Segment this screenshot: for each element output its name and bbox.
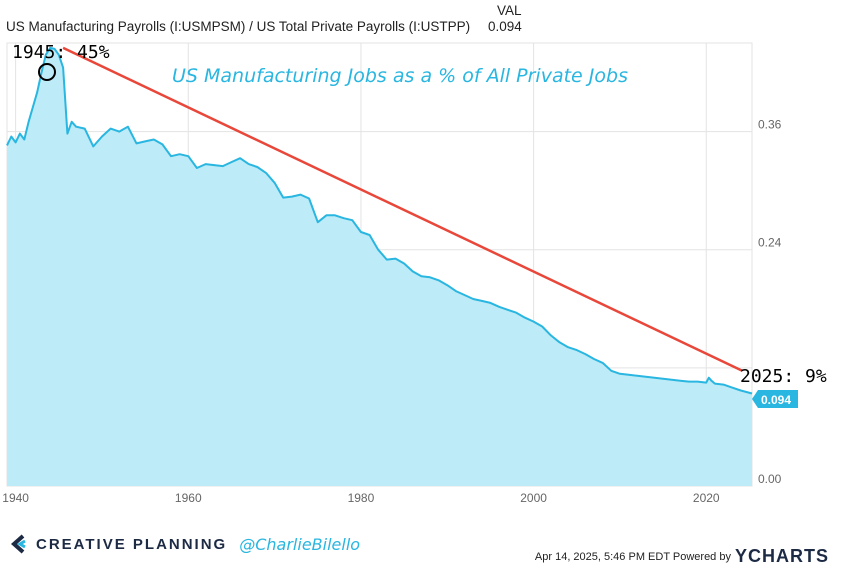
x-tick-label: 2020: [693, 491, 720, 505]
brand-name: CREATIVE PLANNING: [36, 535, 228, 553]
x-axis-ticks: 1940 1960 1980 2000 2020: [2, 491, 720, 505]
x-tick-label: 2000: [520, 491, 547, 505]
chart-plot-area: [6, 46, 753, 487]
ycharts-logo: YCHARTS: [734, 546, 829, 566]
author-handle: @CharlieBilello: [239, 534, 361, 554]
x-tick-label: 1980: [348, 491, 375, 505]
current-value: 0.094: [488, 19, 522, 34]
last-value-badge: 0.094: [752, 390, 798, 408]
chart-title: US Manufacturing Jobs as a % of All Priv…: [172, 65, 628, 87]
y-tick-label: 0.00: [758, 472, 782, 486]
y-tick-label: 0.36: [758, 118, 782, 132]
peak-annotation: 1945: 45%: [12, 42, 110, 63]
series-title: US Manufacturing Payrolls (I:USMPSM) / U…: [6, 19, 471, 34]
trend-line: [62, 46, 744, 372]
series-line: [6, 46, 753, 395]
footer-timestamp: Apr 14, 2025, 5:46 PM EDT Powered by: [534, 550, 731, 563]
x-tick-label: 1960: [175, 491, 202, 505]
y-axis-ticks: 0.00 0.24 0.36: [758, 118, 782, 486]
y-tick-label: 0.24: [758, 236, 782, 250]
footer-source: Apr 14, 2025, 5:46 PM EDT Powered by YCH…: [535, 546, 829, 567]
series-area: [7, 47, 752, 487]
creative-planning-logo-icon: [10, 534, 26, 554]
x-tick-label: 1940: [2, 491, 29, 505]
value-column-label: VAL: [497, 3, 522, 18]
peak-marker-circle: [38, 63, 56, 81]
last-value-badge-label: 0.094: [761, 393, 791, 407]
trend-line-group: [62, 46, 744, 372]
footer-brand: CREATIVE PLANNING @CharlieBilello: [10, 533, 360, 555]
last-value-badge-shape: [752, 390, 798, 408]
end-annotation: 2025: 9%: [740, 366, 827, 387]
